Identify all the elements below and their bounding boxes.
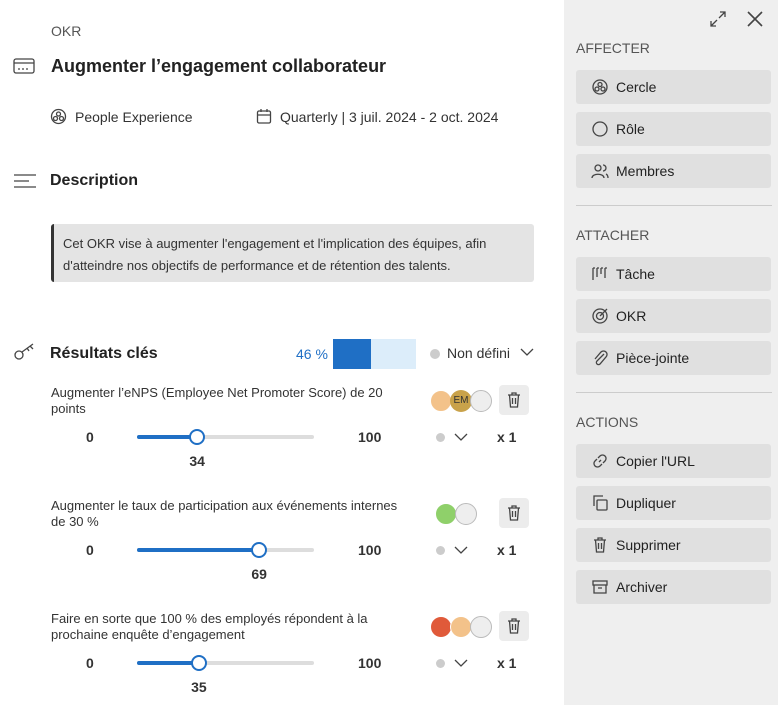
description-icon [14, 174, 36, 188]
sidebar-button[interactable]: OKR [576, 299, 771, 333]
section-heading: AFFECTER [576, 40, 650, 56]
kr-value: 35 [191, 679, 207, 695]
delete-button[interactable] [499, 611, 529, 641]
kr-weight: x 1 [497, 429, 517, 445]
slider-fill [137, 548, 260, 552]
sidebar-button[interactable]: Membres [576, 154, 771, 188]
kr-title: Augmenter le taux de participation aux é… [51, 498, 398, 529]
expand-icon[interactable] [708, 9, 728, 29]
sidebar-button[interactable]: Copier l'URL [576, 444, 771, 478]
section-heading: ATTACHER [576, 227, 650, 243]
avatar [430, 390, 452, 412]
key-results-heading: Résultats clés [50, 345, 158, 362]
type-label: OKR [51, 23, 82, 39]
dropdown-icon [454, 433, 468, 441]
trash-icon [508, 505, 520, 521]
kr-weight: x 1 [497, 542, 517, 558]
description-box [51, 224, 534, 282]
button-icon [592, 580, 608, 594]
button-icon [592, 308, 608, 324]
circle-name: People Experience [75, 109, 193, 125]
button-icon [593, 454, 607, 468]
status-dot [436, 659, 445, 668]
progress-label: 46 % [296, 346, 328, 362]
status-dropdown[interactable] [519, 346, 535, 358]
kr-value: 34 [189, 453, 205, 469]
kr-title: Faire en sorte que 100 % des employés ré… [51, 611, 368, 642]
button-icon [593, 495, 608, 511]
divider [576, 205, 772, 206]
button-icon [594, 350, 608, 366]
okr-title: Augmenter l’engagement collaborateur [51, 56, 387, 76]
kr-max: 100 [358, 655, 382, 671]
status[interactable]: Non défini [447, 345, 511, 361]
description-text: Cet OKR vise à augmenter l'engagement et… [63, 236, 487, 273]
close-icon[interactable] [745, 9, 765, 29]
kr-min: 0 [86, 429, 94, 445]
avatar [450, 616, 472, 638]
circle-icon [50, 108, 67, 125]
progress-fill [333, 339, 372, 369]
button-icon [591, 164, 609, 179]
avatar [435, 503, 457, 525]
sidebar-button[interactable]: Supprimer [576, 528, 771, 562]
avatar-initials: EM [450, 390, 472, 412]
button-icon [594, 537, 606, 553]
kr-max: 100 [358, 429, 382, 445]
sidebar-button[interactable]: Archiver [576, 570, 771, 604]
sidebar-button[interactable]: Cercle [576, 70, 771, 104]
section-heading: ACTIONS [576, 414, 639, 430]
kr-weight: x 1 [497, 655, 517, 671]
add-member[interactable] [455, 503, 477, 525]
button-icon [592, 267, 607, 280]
period: Quarterly | 3 juil. 2024 - 2 oct. 2024 [280, 109, 499, 125]
status-dot [436, 546, 445, 555]
sidebar-button[interactable]: Dupliquer [576, 486, 771, 520]
button-icon [592, 79, 608, 95]
slider-knob[interactable] [190, 655, 207, 671]
slider-track [137, 435, 314, 439]
button-icon [592, 121, 608, 137]
kr-min: 0 [86, 542, 94, 558]
add-member[interactable] [470, 390, 492, 412]
status-dot [436, 433, 445, 442]
slider-fill [137, 661, 199, 665]
slider-track [137, 661, 314, 665]
calendar-icon [256, 109, 272, 124]
kr-title: Augmenter l’eNPS (Employee Net Promoter … [51, 385, 383, 416]
kr-max: 100 [358, 542, 382, 558]
sidebar-button[interactable]: Tâche [576, 257, 771, 291]
sidebar-button[interactable]: Pièce-jointe [576, 341, 771, 375]
okr-icon [13, 58, 35, 74]
slider-fill [137, 435, 198, 439]
kr-value: 69 [251, 566, 267, 582]
key-icon [14, 343, 34, 360]
delete-button[interactable] [499, 385, 529, 415]
description-heading: Description [50, 172, 139, 189]
trash-icon [508, 618, 520, 634]
trash-icon [508, 392, 520, 408]
divider [576, 392, 772, 393]
kr-min: 0 [86, 655, 94, 671]
avatar [430, 616, 452, 638]
delete-button[interactable] [499, 498, 529, 528]
dropdown-icon [454, 546, 468, 554]
status-dot [430, 349, 440, 359]
dropdown-icon [454, 659, 468, 667]
slider-knob[interactable] [189, 429, 206, 445]
add-member[interactable] [470, 616, 492, 638]
slider-knob[interactable] [251, 542, 268, 558]
sidebar-button[interactable]: Rôle [576, 112, 771, 146]
